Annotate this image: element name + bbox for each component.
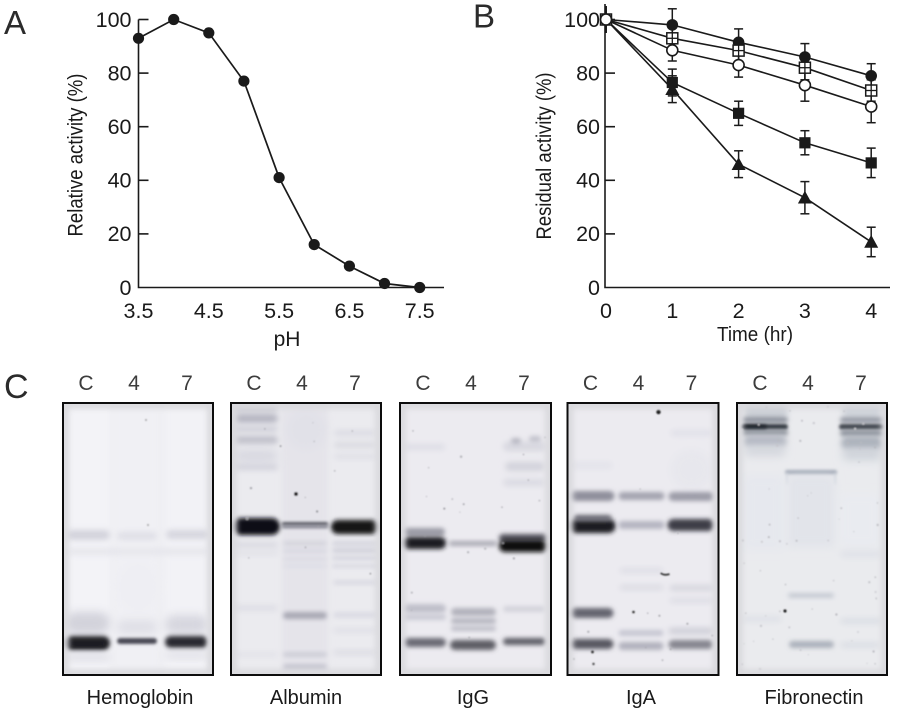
svg-text:7: 7 [855, 372, 867, 395]
svg-text:C: C [78, 372, 93, 395]
svg-text:80: 80 [576, 61, 600, 85]
svg-text:20: 20 [576, 222, 600, 246]
svg-text:0: 0 [588, 276, 600, 300]
svg-text:3: 3 [799, 299, 811, 323]
svg-text:2: 2 [733, 299, 745, 323]
svg-text:0: 0 [600, 299, 612, 323]
svg-text:0: 0 [120, 276, 132, 300]
svg-text:60: 60 [108, 115, 132, 139]
svg-text:1: 1 [666, 299, 678, 323]
svg-text:20: 20 [108, 222, 132, 246]
svg-text:C: C [415, 372, 430, 395]
svg-text:40: 40 [576, 169, 600, 193]
svg-text:60: 60 [576, 115, 600, 139]
svg-text:7: 7 [686, 372, 698, 395]
svg-text:pH: pH [274, 328, 301, 351]
svg-text:Albumin: Albumin [270, 687, 342, 709]
svg-text:7: 7 [181, 372, 193, 395]
svg-text:C: C [752, 372, 767, 395]
svg-text:4: 4 [633, 372, 645, 395]
svg-text:4: 4 [802, 372, 814, 395]
svg-text:100: 100 [564, 8, 600, 32]
svg-text:A: A [4, 4, 26, 41]
svg-text:80: 80 [108, 61, 132, 85]
svg-text:5.5: 5.5 [264, 299, 294, 323]
svg-text:Residual activity (%): Residual activity (%) [533, 73, 556, 240]
svg-text:IgG: IgG [457, 687, 489, 709]
svg-text:7: 7 [349, 372, 361, 395]
svg-text:4: 4 [296, 372, 308, 395]
svg-text:C: C [583, 372, 598, 395]
svg-text:4.5: 4.5 [194, 299, 224, 323]
svg-text:7.5: 7.5 [405, 299, 435, 323]
svg-text:4: 4 [128, 372, 140, 395]
svg-text:40: 40 [108, 169, 132, 193]
svg-text:3.5: 3.5 [124, 299, 154, 323]
svg-text:Fibronectin: Fibronectin [765, 687, 864, 709]
svg-text:7: 7 [518, 372, 530, 395]
svg-text:B: B [473, 0, 495, 35]
svg-text:C: C [4, 368, 29, 406]
svg-text:Time (hr): Time (hr) [717, 323, 793, 346]
svg-text:Hemoglobin: Hemoglobin [87, 687, 194, 709]
svg-text:Relative activity (%): Relative activity (%) [65, 74, 88, 237]
svg-text:C: C [246, 372, 261, 395]
svg-text:100: 100 [96, 8, 132, 32]
svg-text:IgA: IgA [626, 687, 657, 709]
svg-text:4: 4 [865, 299, 877, 323]
svg-text:6.5: 6.5 [334, 299, 364, 323]
svg-text:4: 4 [465, 372, 477, 395]
